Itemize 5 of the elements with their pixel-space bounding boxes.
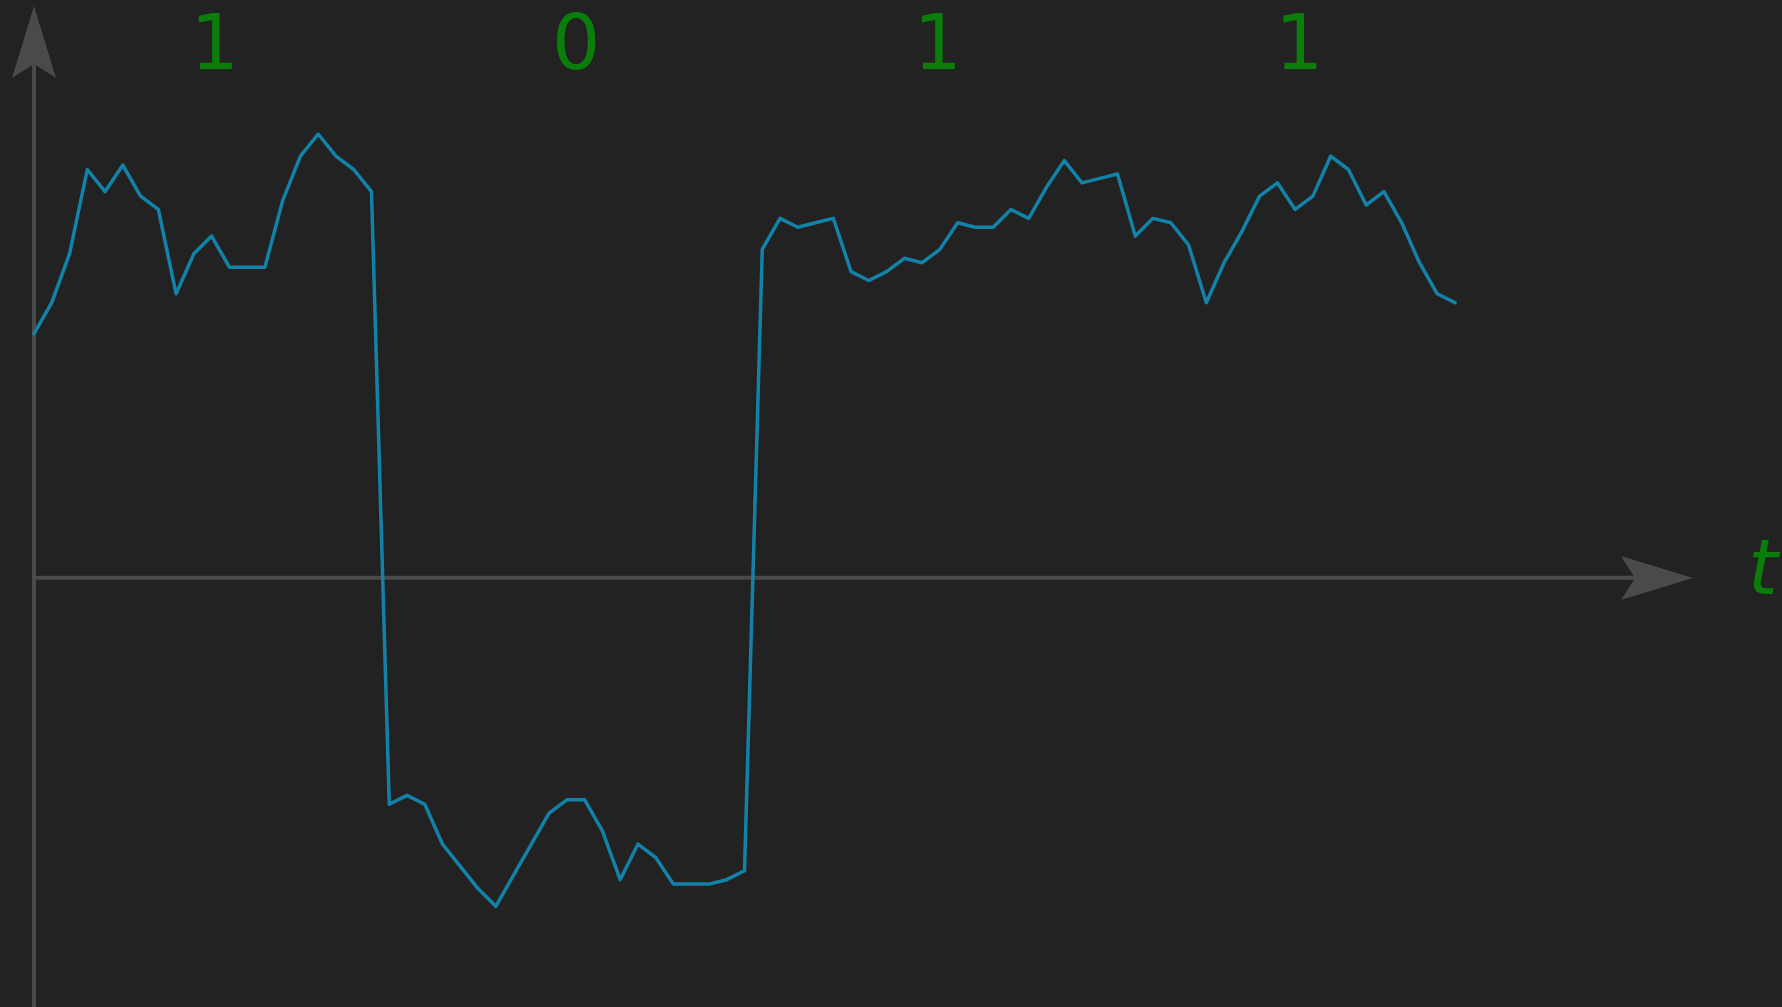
text: 1: [913, 0, 962, 87]
x-axis-title: t: [1748, 523, 1781, 613]
text: 1: [1275, 0, 1324, 87]
text: 0: [552, 0, 601, 87]
text: 1: [190, 0, 239, 87]
